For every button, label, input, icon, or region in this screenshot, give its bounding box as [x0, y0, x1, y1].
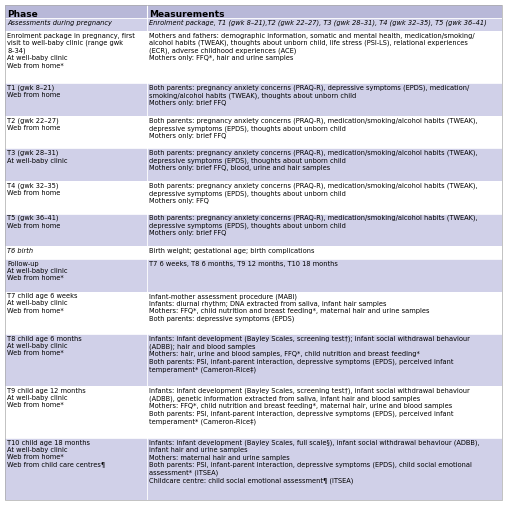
Text: Phase: Phase — [7, 10, 38, 19]
Bar — [5, 246, 502, 259]
Bar — [5, 386, 502, 438]
Bar — [5, 116, 502, 148]
Bar — [5, 292, 502, 334]
Text: T7 6 weeks, T8 6 months, T9 12 months, T10 18 months: T7 6 weeks, T8 6 months, T9 12 months, T… — [149, 261, 338, 267]
Text: T7 child age 6 weeks
At well-baby clinic
Web from home*: T7 child age 6 weeks At well-baby clinic… — [7, 293, 78, 314]
Bar — [5, 5, 502, 18]
Bar — [5, 334, 502, 386]
Bar — [5, 31, 502, 83]
Text: Follow-up
At well-baby clinic
Web from home*: Follow-up At well-baby clinic Web from h… — [7, 261, 67, 281]
Bar — [5, 148, 502, 181]
Text: Both parents: pregnancy anxiety concerns (PRAQ-R), depressive symptoms (EPDS), m: Both parents: pregnancy anxiety concerns… — [149, 85, 469, 106]
Text: Both parents: pregnancy anxiety concerns (PRAQ-R), medication/smoking/alcohol ha: Both parents: pregnancy anxiety concerns… — [149, 117, 477, 139]
Text: Enrolment package, T1 (gwk 8–21),T2 (gwk 22–27), T3 (gwk 28–31), T4 (gwk 32–35),: Enrolment package, T1 (gwk 8–21),T2 (gwk… — [149, 20, 486, 26]
Text: T3 (gwk 28–31)
At well-baby clinic: T3 (gwk 28–31) At well-baby clinic — [7, 150, 67, 164]
Text: Both parents: pregnancy anxiety concerns (PRAQ-R), medication/smoking/alcohol ha: Both parents: pregnancy anxiety concerns… — [149, 182, 477, 204]
Text: T1 (gwk 8–21)
Web from home: T1 (gwk 8–21) Web from home — [7, 85, 60, 98]
Text: Infants: infant development (Bayley Scales, full scale§), infant social withdraw: Infants: infant development (Bayley Scal… — [149, 439, 479, 484]
Bar — [5, 83, 502, 116]
Text: Infants: infant development (Bayley Scales, screening test†), infant social with: Infants: infant development (Bayley Scal… — [149, 387, 469, 425]
Text: Mothers and fathers: demographic information, somatic and mental health, medicat: Mothers and fathers: demographic informa… — [149, 33, 474, 62]
Text: Assessments during pregnancy: Assessments during pregnancy — [7, 20, 112, 26]
Bar — [5, 259, 502, 292]
Text: Measurements: Measurements — [149, 10, 224, 19]
Bar — [5, 18, 502, 31]
Bar — [5, 214, 502, 246]
Bar — [5, 438, 502, 500]
Text: Infant-mother assessment procedure (MABI)
Infants: diurnal rhythm; DNA extracted: Infant-mother assessment procedure (MABI… — [149, 293, 429, 322]
Text: T9 child age 12 months
At well-baby clinic
Web from home*: T9 child age 12 months At well-baby clin… — [7, 387, 86, 408]
Text: Enrolment package in pregnancy, first
visit to well-baby clinic (range gwk
8–34): Enrolment package in pregnancy, first vi… — [7, 33, 135, 69]
Bar — [5, 181, 502, 214]
Text: T6 birth: T6 birth — [7, 247, 33, 254]
Text: T5 (gwk 36–41)
Web from home: T5 (gwk 36–41) Web from home — [7, 215, 60, 229]
Text: T4 (gwk 32–35)
Web from home: T4 (gwk 32–35) Web from home — [7, 182, 60, 196]
Text: Both parents: pregnancy anxiety concerns (PRAQ-R), medication/smoking/alcohol ha: Both parents: pregnancy anxiety concerns… — [149, 215, 477, 236]
Text: T10 child age 18 months
At well-baby clinic
Web from home*
Web from child care c: T10 child age 18 months At well-baby cli… — [7, 439, 105, 467]
Text: T8 child age 6 months
At well-baby clinic
Web from home*: T8 child age 6 months At well-baby clini… — [7, 335, 82, 356]
Text: Both parents: pregnancy anxiety concerns (PRAQ-R), medication/smoking/alcohol ha: Both parents: pregnancy anxiety concerns… — [149, 150, 477, 171]
Text: T2 (gwk 22–27)
Web from home: T2 (gwk 22–27) Web from home — [7, 117, 60, 131]
Text: Infants: infant development (Bayley Scales, screening test†); infant social with: Infants: infant development (Bayley Scal… — [149, 335, 469, 373]
Text: Birth weight; gestational age; birth complications: Birth weight; gestational age; birth com… — [149, 247, 314, 254]
